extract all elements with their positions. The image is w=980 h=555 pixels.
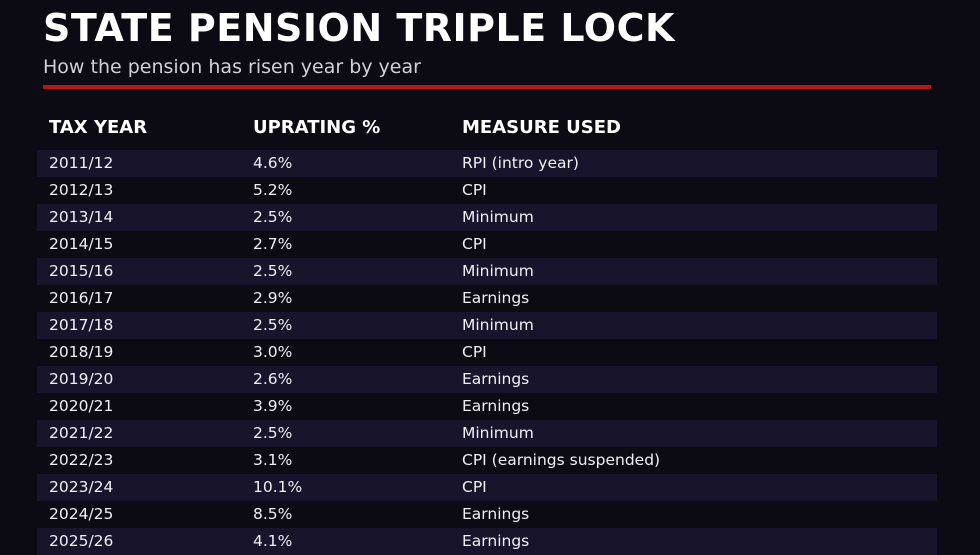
table-row: 2015/16 2.5% Minimum [37, 258, 937, 285]
table-row: 2016/17 2.9% Earnings [37, 285, 937, 312]
table-cell: Earnings [462, 370, 530, 388]
table-cell: 3.9% [253, 397, 293, 415]
table-cell: CPI [462, 235, 487, 253]
table-row: 2022/23 3.1% CPI (earnings suspended) [37, 447, 937, 474]
table-cell: 5.2% [253, 181, 293, 199]
header-row: TAX YEAR UPRATING % MEASURE USED [37, 114, 937, 142]
table-cell: 2020/21 [49, 397, 114, 415]
table-row: 2013/14 2.5% Minimum [37, 204, 937, 231]
column-header: TAX YEAR [49, 117, 148, 138]
column-header: UPRATING % [253, 117, 381, 138]
subtitle: How the pension has risen year by year [43, 56, 421, 78]
table-cell: Earnings [462, 397, 530, 415]
table-row: 2012/13 5.2% CPI [37, 177, 937, 204]
table-cell: Earnings [462, 505, 530, 523]
table-cell: 2.5% [253, 262, 293, 280]
table-cell: RPI (intro year) [462, 154, 579, 172]
table-cell: Minimum [462, 424, 534, 442]
table-cell: 2.5% [253, 424, 293, 442]
table-row: 2019/20 2.6% Earnings [37, 366, 937, 393]
table-cell: 4.6% [253, 154, 293, 172]
table-cell: 10.1% [253, 478, 303, 496]
table-cell: 2012/13 [49, 181, 114, 199]
table-cell: 2025/26 [49, 532, 114, 550]
table-cell: CPI [462, 478, 487, 496]
table-cell: Minimum [462, 208, 534, 226]
table-cell: Minimum [462, 262, 534, 280]
table-cell: CPI [462, 343, 487, 361]
table-cell: 2.7% [253, 235, 293, 253]
table-cell: 2.9% [253, 289, 293, 307]
table-cell: 2015/16 [49, 262, 114, 280]
table-cell: 2022/23 [49, 451, 114, 469]
table-row: 2017/18 2.5% Minimum [37, 312, 937, 339]
table-cell: 4.1% [253, 532, 293, 550]
table-cell: 3.0% [253, 343, 293, 361]
table-row: 2014/15 2.7% CPI [37, 231, 937, 258]
table-cell: 2021/22 [49, 424, 114, 442]
table-cell: Earnings [462, 289, 530, 307]
table-row: 2020/21 3.9% Earnings [37, 393, 937, 420]
table-row: 2024/25 8.5% Earnings [37, 501, 937, 528]
table-cell: 8.5% [253, 505, 293, 523]
table-row: 2021/22 2.5% Minimum [37, 420, 937, 447]
table-cell: 3.1% [253, 451, 293, 469]
divider [43, 85, 931, 89]
table-cell: 2019/20 [49, 370, 114, 388]
table-row: 2018/19 3.0% CPI [37, 339, 937, 366]
table-cell: 2.5% [253, 208, 293, 226]
table-cell: 2014/15 [49, 235, 114, 253]
table-row: 2023/24 10.1% CPI [37, 474, 937, 501]
table-cell: 2023/24 [49, 478, 114, 496]
table-cell: 2017/18 [49, 316, 114, 334]
table-cell: 2013/14 [49, 208, 114, 226]
table-cell: CPI [462, 181, 487, 199]
table-cell: 2.6% [253, 370, 293, 388]
table-cell: Minimum [462, 316, 534, 334]
title: STATE PENSION TRIPLE LOCK [43, 6, 675, 50]
column-header: MEASURE USED [462, 117, 621, 138]
table-cell: 2016/17 [49, 289, 114, 307]
table-cell: Earnings [462, 532, 530, 550]
table-cell: 2024/25 [49, 505, 114, 523]
table-cell: 2.5% [253, 316, 293, 334]
table-cell: 2018/19 [49, 343, 114, 361]
table-row: 2011/12 4.6% RPI (intro year) [37, 150, 937, 177]
table-cell: 2011/12 [49, 154, 114, 172]
table-cell: CPI (earnings suspended) [462, 451, 661, 469]
